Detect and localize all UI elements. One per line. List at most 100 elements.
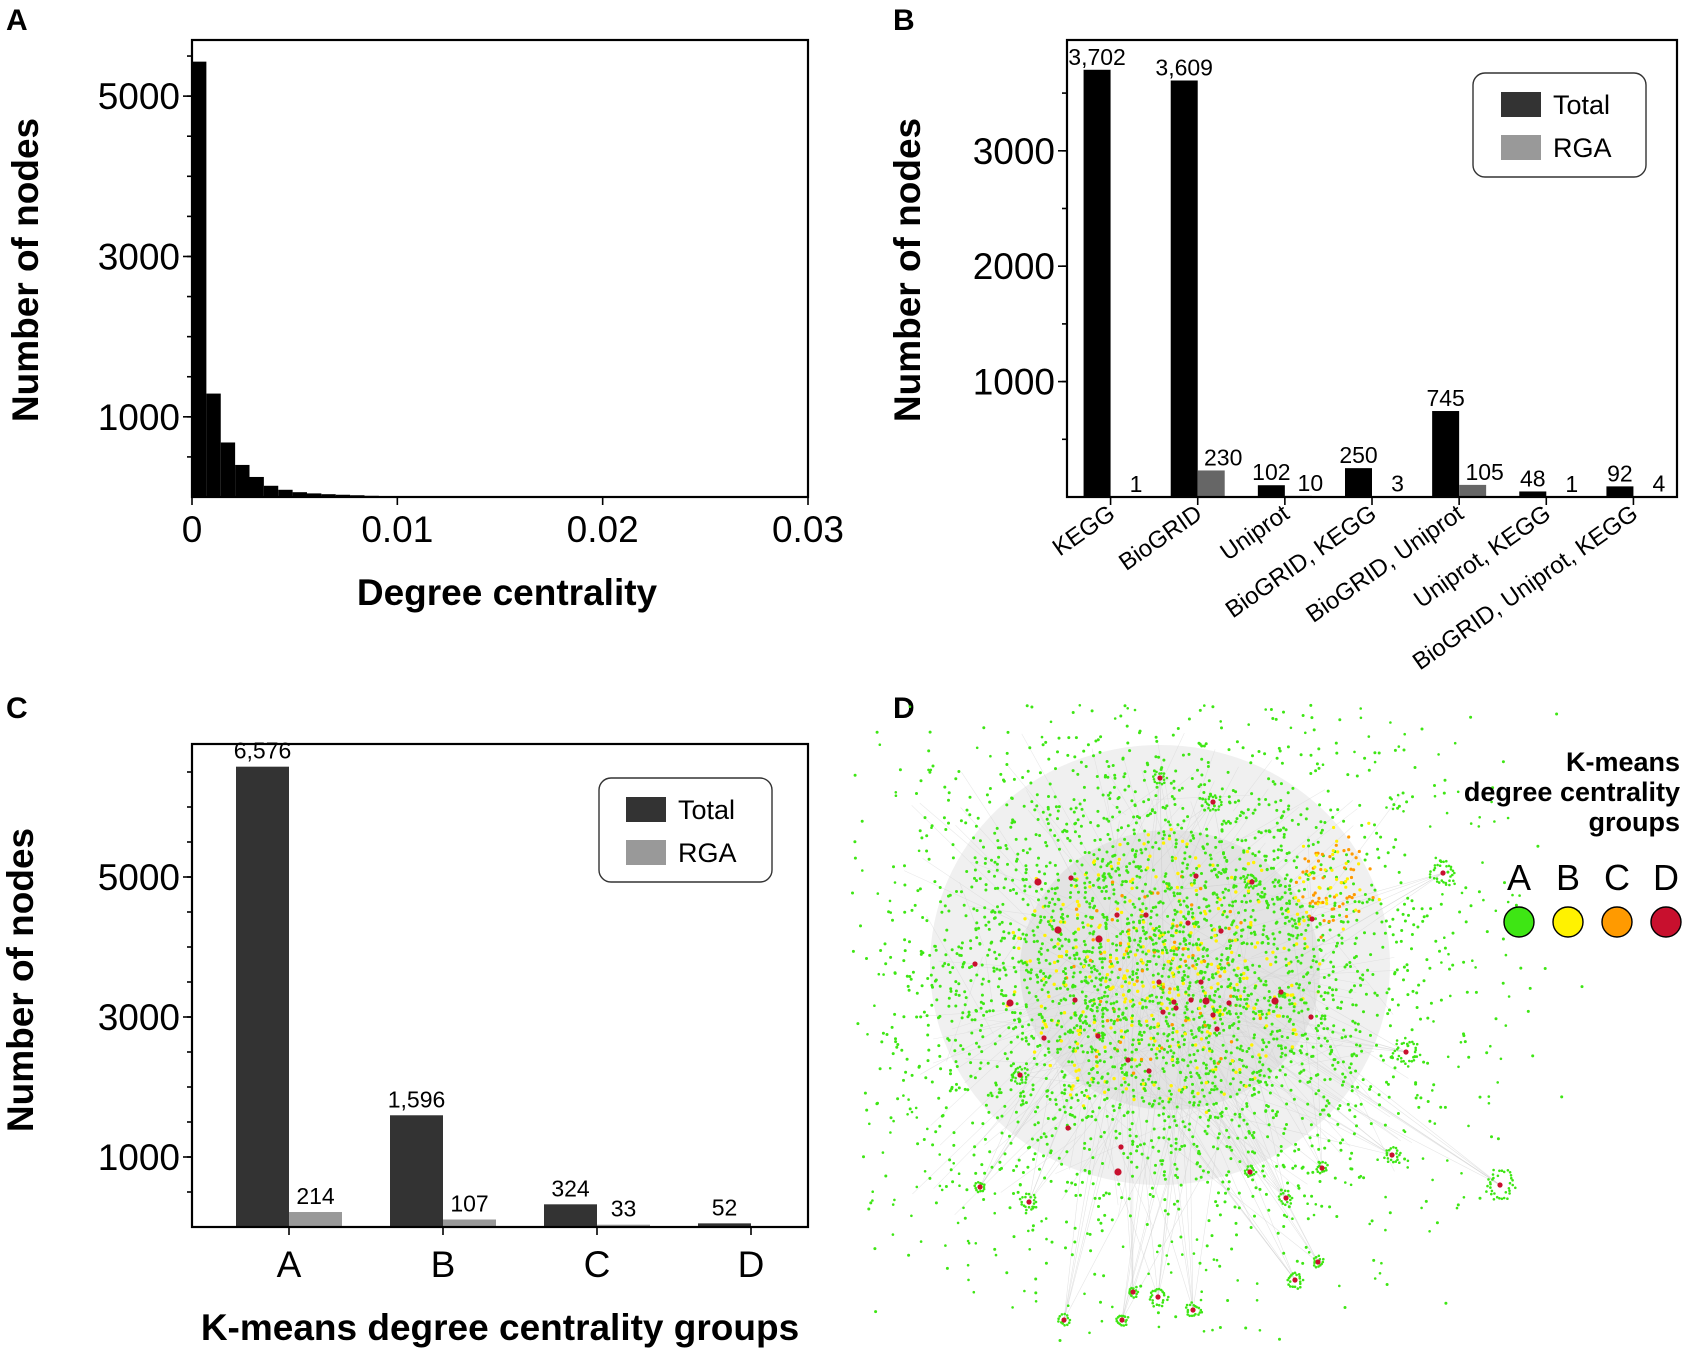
network-node (1068, 1318, 1072, 1322)
network-node (1044, 1217, 1048, 1220)
network-node (1212, 804, 1216, 808)
network-node (1275, 756, 1279, 760)
network-hub-node (1309, 916, 1315, 922)
network-node (1288, 1049, 1292, 1053)
network-node (1213, 1021, 1217, 1025)
network-node (1112, 1022, 1116, 1026)
chart-a-xtick-label: 0.01 (361, 509, 433, 550)
network-node (1415, 1006, 1419, 1009)
network-node (1090, 899, 1094, 903)
network-node (1509, 1174, 1513, 1177)
network-node (1312, 954, 1316, 958)
network-node (1355, 918, 1359, 922)
network-edge (1063, 991, 1143, 1321)
network-node (1066, 1316, 1070, 1320)
network-hub-node (1006, 999, 1014, 1007)
network-node (1032, 940, 1036, 944)
network-node (1059, 1039, 1064, 1043)
network-node (1351, 1003, 1355, 1007)
network-node (1395, 968, 1399, 972)
network-node (1094, 1118, 1098, 1122)
network-node (1235, 1233, 1238, 1237)
network-node (1075, 913, 1080, 917)
network-node (1278, 1198, 1281, 1201)
network-node (1218, 795, 1222, 799)
network-edge (1045, 815, 1116, 928)
network-node (1325, 1007, 1329, 1010)
network-node (1237, 1020, 1241, 1024)
network-node (1012, 993, 1016, 997)
network-node (1462, 1034, 1466, 1038)
network-node (1073, 1122, 1077, 1126)
network-edge (1253, 957, 1395, 982)
network-node (1364, 992, 1368, 996)
network-node (1161, 982, 1165, 986)
network-node (1126, 824, 1130, 828)
network-edge (1026, 790, 1092, 912)
network-node (1271, 932, 1275, 936)
network-edge (1306, 884, 1310, 899)
network-node (926, 1023, 930, 1027)
network-node (1157, 1102, 1161, 1106)
chart-a-bar (235, 464, 250, 497)
network-node (1387, 1148, 1391, 1152)
network-node (871, 1199, 874, 1202)
network-node (1304, 872, 1308, 876)
network-node (1191, 964, 1195, 968)
network-node (1103, 1090, 1107, 1094)
network-node (1511, 1179, 1514, 1182)
network-node (1165, 882, 1169, 885)
network-node (1075, 859, 1079, 863)
network-node (1026, 1146, 1030, 1150)
network-node (1256, 892, 1260, 896)
network-node (1014, 1110, 1018, 1114)
network-node (1203, 1004, 1207, 1008)
network-node (1131, 902, 1135, 906)
network-node (1307, 1251, 1311, 1254)
network-node (1349, 1071, 1353, 1075)
network-node (915, 1015, 919, 1019)
network-node (1260, 895, 1264, 899)
network-node (1187, 955, 1191, 959)
network-node (952, 1143, 956, 1147)
network-node (1152, 775, 1155, 778)
network-node (1079, 760, 1083, 764)
network-node (1291, 1285, 1295, 1288)
network-node (1251, 1078, 1255, 1081)
network-node (1345, 853, 1348, 857)
network-node (997, 855, 1001, 859)
network-node (1074, 736, 1078, 740)
chart-c-bar-rga (443, 1219, 496, 1227)
network-node (1432, 877, 1436, 880)
network-node (1071, 1049, 1075, 1053)
network-node (1152, 948, 1156, 952)
network-node (861, 869, 864, 872)
network-node (952, 1162, 955, 1165)
network-node (1092, 1020, 1097, 1025)
network-node (1105, 1019, 1110, 1023)
network-node (1244, 1136, 1248, 1140)
network-node (1120, 894, 1124, 898)
network-node (1396, 793, 1400, 797)
network-node (1207, 1041, 1211, 1044)
network-node (1151, 942, 1155, 946)
network-node (1317, 747, 1321, 751)
network-node (967, 1013, 971, 1017)
network-node (1297, 889, 1301, 893)
network-node (1179, 903, 1182, 907)
network-node (1320, 1204, 1324, 1208)
network-node (1038, 834, 1042, 837)
network-node (1044, 1261, 1048, 1265)
network-node (1367, 735, 1371, 738)
network-node (1416, 1093, 1419, 1097)
network-node (1216, 1147, 1220, 1151)
network-node (1023, 889, 1027, 893)
network-node (903, 949, 907, 953)
network-node (1244, 1326, 1248, 1330)
network-node (1289, 726, 1293, 730)
network-node (1176, 1057, 1179, 1061)
network-node (982, 845, 985, 849)
network-node (1146, 858, 1150, 862)
network-node (1202, 909, 1207, 914)
network-node (1100, 1319, 1104, 1323)
